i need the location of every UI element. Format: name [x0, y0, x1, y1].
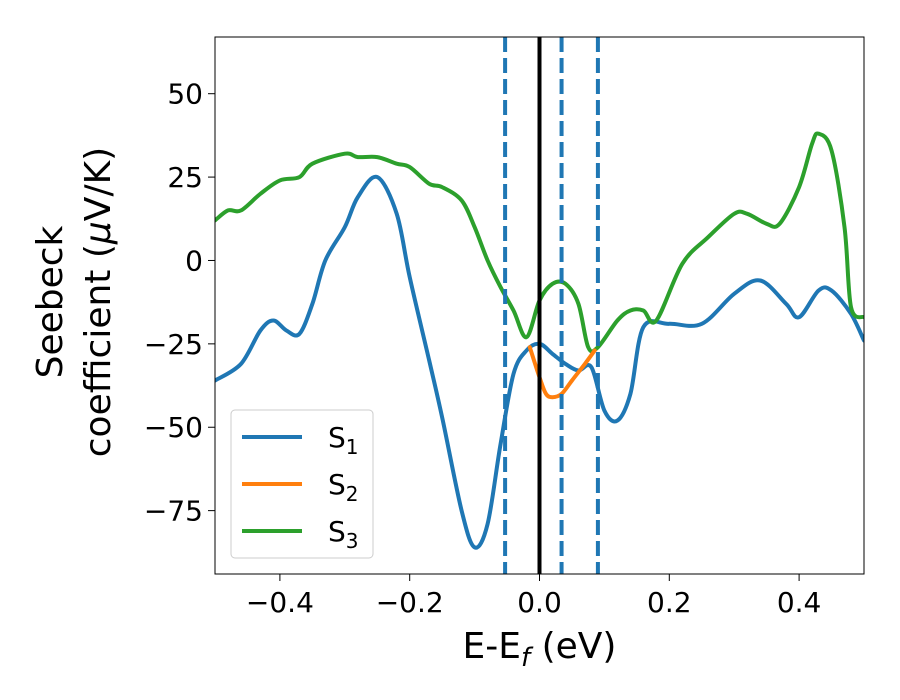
x-tick-label: 0.2 — [647, 586, 692, 619]
x-tick-label: 0.0 — [517, 586, 562, 619]
x-axis-label: E-Ef (eV) — [463, 626, 617, 673]
legend-label-s2: S2 — [328, 468, 359, 506]
series-line-s3 — [215, 131, 864, 354]
y-axis-label-line2: coefficient (μV/K) — [78, 147, 119, 457]
legend-label-s3: S3 — [328, 515, 359, 553]
x-axis-label-unit: (eV) — [530, 626, 616, 667]
legend-label-s1: S1 — [328, 421, 359, 459]
ticks-layer: −0.4 −0.2 0.0 0.2 0.4 50 25 0 −25 −50 −75 — [144, 78, 821, 619]
y-tick-label: −75 — [144, 495, 203, 528]
y-tick-label: −50 — [144, 411, 203, 444]
x-tick-label: −0.4 — [246, 586, 314, 619]
mu-symbol: μ — [78, 221, 119, 245]
x-tick-label: 0.4 — [777, 586, 822, 619]
legend: S1 S2 S3 — [230, 409, 374, 559]
y-tick-label: 25 — [167, 161, 203, 194]
y-tick-label: 50 — [167, 78, 203, 111]
y-tick-label: −25 — [144, 328, 203, 361]
y-axis-label-line1: Seebeck — [30, 225, 71, 378]
series-line-s1 — [215, 174, 864, 550]
vertical-lines-layer — [503, 37, 600, 574]
y-axis-label: Seebeck coefficient (μV/K) — [30, 147, 119, 457]
y-tick-label: 0 — [185, 244, 203, 277]
x-tick-label: −0.2 — [376, 586, 444, 619]
